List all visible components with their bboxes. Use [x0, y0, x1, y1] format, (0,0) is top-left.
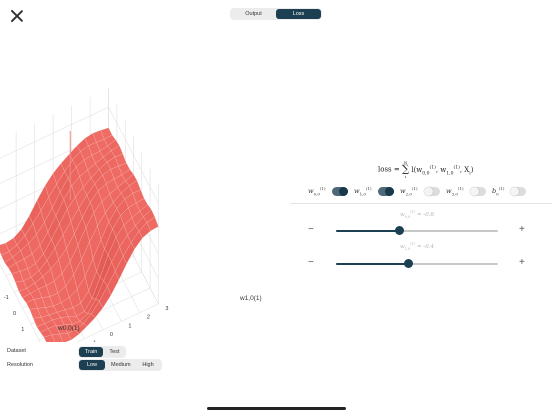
- toggle-w10-label: w1,0(1): [354, 186, 372, 197]
- dataset-train-option[interactable]: Train: [79, 347, 104, 357]
- surface-patch: [83, 313, 96, 327]
- sum-upper: N: [403, 160, 408, 165]
- slider-w10-caption: w1,0(1) = -0.4: [400, 242, 434, 251]
- slider-w00-caption: w0,0(1) = -0.8: [400, 210, 434, 219]
- loss-formula: loss = N ∑ i l(w0,0(1), w1,0(1), Xi): [378, 160, 474, 179]
- w10-axis-label: w1,0(1): [239, 295, 262, 302]
- w10-tick-label: -1: [91, 341, 96, 342]
- grid-line: [0, 264, 41, 342]
- slider-w00-thumb[interactable]: [394, 226, 404, 235]
- formula-body: l(w0,0(1), w1,0(1), Xi): [411, 165, 474, 176]
- divider: [290, 203, 552, 204]
- resolution-high-option[interactable]: High: [142, 362, 154, 368]
- slider-w10-increment-button[interactable]: +: [519, 257, 525, 268]
- grid-line: [108, 106, 159, 204]
- surface-patch: [43, 334, 55, 342]
- surface-patch: [107, 270, 119, 296]
- w00-tick-label: 0: [13, 311, 16, 317]
- w00-axis-label: w0,0(1): [57, 325, 80, 332]
- resolution-segmented: Low Medium High: [78, 359, 162, 371]
- w00-tick-label: -1: [4, 295, 9, 301]
- dataset-label: Dataset: [7, 348, 26, 354]
- slider-w10-decrement-button[interactable]: −: [308, 257, 314, 268]
- sum-lower: i: [404, 174, 407, 179]
- grid-line: [0, 106, 109, 159]
- view-tabs: Output Loss Landscape: [230, 8, 322, 27]
- tab-loss-landscape[interactable]: Loss Landscape: [276, 9, 321, 27]
- tab-output[interactable]: Output: [245, 11, 262, 17]
- close-icon[interactable]: [10, 9, 24, 23]
- resolution-low-option[interactable]: Low: [79, 360, 105, 370]
- toggle-w20: w2,0(1): [400, 186, 440, 196]
- w10-tick-label: 3: [165, 306, 168, 312]
- toggle-w20-label: w2,0(1): [400, 186, 418, 197]
- slider-w00-increment-button[interactable]: +: [519, 224, 525, 235]
- w10-tick-label: 1: [128, 323, 131, 329]
- dataset-segmented: Train Test: [78, 346, 127, 358]
- w10-tick-label: 2: [147, 315, 150, 321]
- resolution-medium-option[interactable]: Medium: [111, 362, 131, 368]
- toggle-b0-switch[interactable]: [510, 186, 527, 196]
- slider-w00-track[interactable]: [336, 230, 498, 232]
- toggle-w10: w1,0(1): [354, 186, 394, 196]
- w10-tick-label: 0: [110, 332, 113, 338]
- toggle-b0: b0(1): [492, 186, 527, 197]
- toggle-w00: w0,0(1): [308, 186, 348, 196]
- slider-w10-fill: [336, 263, 409, 265]
- surface-patch: [75, 323, 88, 335]
- w00-tick-label: 1: [21, 327, 24, 333]
- slider-w10-track[interactable]: [336, 263, 498, 265]
- toggle-w00-label: w0,0(1): [308, 186, 326, 197]
- formula-lhs: loss =: [378, 165, 402, 174]
- surface-patch: [122, 242, 135, 265]
- surface-patch: [67, 329, 80, 341]
- toggle-b0-label: b0(1): [492, 186, 505, 197]
- surface-patch: [146, 216, 159, 232]
- slider-w10-thumb[interactable]: [404, 259, 414, 268]
- toggle-w20-switch[interactable]: [423, 186, 440, 196]
- slider-w00-decrement-button[interactable]: −: [308, 224, 314, 235]
- toggle-w30-label: w3,0(1): [446, 186, 464, 197]
- surface-patch: [115, 256, 127, 281]
- resolution-label: Resolution: [7, 362, 33, 368]
- toggle-w00-switch[interactable]: [331, 186, 348, 196]
- dataset-test-option[interactable]: Test: [109, 349, 120, 355]
- toggle-w30: w3,0(1): [446, 186, 486, 196]
- toggle-w10-switch[interactable]: [377, 186, 394, 196]
- slider-w00-fill: [336, 230, 400, 232]
- toggle-w30-switch[interactable]: [469, 186, 486, 196]
- home-indicator: [207, 407, 346, 410]
